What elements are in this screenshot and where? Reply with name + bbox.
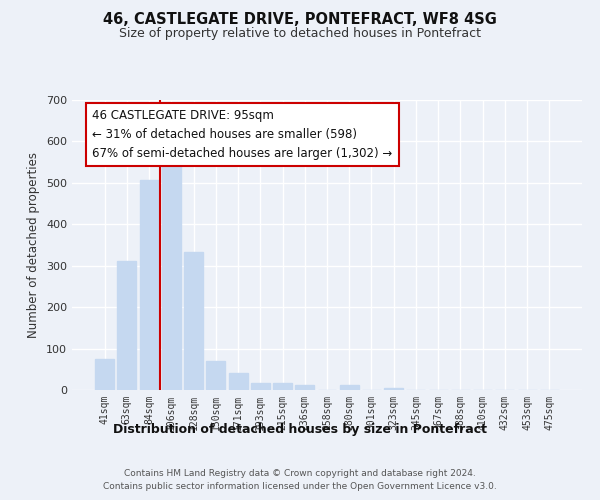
Bar xyxy=(384,388,403,390)
Bar xyxy=(95,359,114,390)
Bar xyxy=(140,180,158,390)
Bar xyxy=(229,374,248,390)
Text: Contains public sector information licensed under the Open Government Licence v3: Contains public sector information licen… xyxy=(103,482,497,491)
Bar xyxy=(206,362,225,390)
Text: 46, CASTLEGATE DRIVE, PONTEFRACT, WF8 4SG: 46, CASTLEGATE DRIVE, PONTEFRACT, WF8 4S… xyxy=(103,12,497,28)
Text: 46 CASTLEGATE DRIVE: 95sqm
← 31% of detached houses are smaller (598)
67% of sem: 46 CASTLEGATE DRIVE: 95sqm ← 31% of deta… xyxy=(92,108,392,160)
Bar xyxy=(251,382,270,390)
Bar xyxy=(162,152,181,390)
Text: Contains HM Land Registry data © Crown copyright and database right 2024.: Contains HM Land Registry data © Crown c… xyxy=(124,468,476,477)
Bar xyxy=(118,260,136,390)
Bar xyxy=(340,386,359,390)
Bar xyxy=(184,252,203,390)
Y-axis label: Number of detached properties: Number of detached properties xyxy=(28,152,40,338)
Bar xyxy=(273,383,292,390)
Bar xyxy=(295,385,314,390)
Text: Distribution of detached houses by size in Pontefract: Distribution of detached houses by size … xyxy=(113,422,487,436)
Text: Size of property relative to detached houses in Pontefract: Size of property relative to detached ho… xyxy=(119,28,481,40)
